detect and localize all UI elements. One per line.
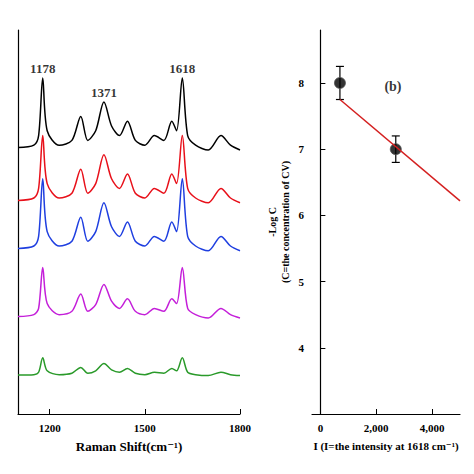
svg-text:1618: 1618 [169,61,196,76]
svg-text:1371: 1371 [91,85,117,100]
svg-text:4: 4 [299,342,305,354]
svg-text:5: 5 [299,276,305,288]
svg-text:1500: 1500 [134,422,157,434]
svg-text:4,000: 4,000 [420,422,445,434]
svg-text:I (I=the intensity at 1618 cm⁻: I (I=the intensity at 1618 cm⁻¹) [313,440,459,453]
svg-text:Raman Shift(cm⁻¹): Raman Shift(cm⁻¹) [76,439,182,454]
svg-text:0: 0 [318,422,324,434]
svg-text:-Log C: -Log C [267,207,278,237]
svg-text:1200: 1200 [39,422,62,434]
svg-text:2,000: 2,000 [364,422,389,434]
svg-text:7: 7 [299,143,305,155]
svg-text:1178: 1178 [30,61,56,76]
svg-text:(C=the concentration of CV): (C=the concentration of CV) [280,161,292,283]
svg-text:8: 8 [299,77,305,89]
svg-text:6: 6 [299,209,305,221]
svg-text:(b): (b) [384,79,401,95]
svg-text:1800: 1800 [229,422,252,434]
